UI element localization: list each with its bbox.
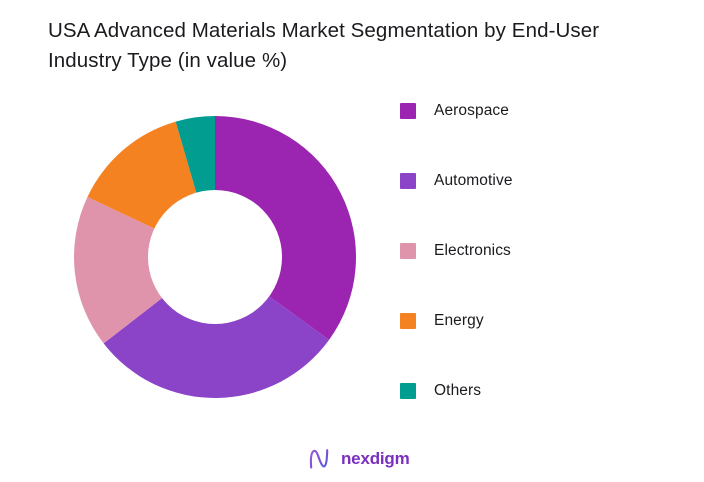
- legend-swatch-icon: [400, 313, 416, 329]
- legend-item[interactable]: Aerospace: [400, 100, 610, 122]
- brand-logo: nexdigm: [308, 446, 410, 472]
- page-title: USA Advanced Materials Market Segmentati…: [48, 19, 600, 72]
- legend-swatch-icon: [400, 243, 416, 259]
- legend-swatch-icon: [400, 173, 416, 189]
- donut-slice[interactable]: [74, 196, 215, 344]
- legend-item-label: Energy: [434, 312, 484, 329]
- nexdigm-n-logo-icon: [309, 449, 329, 470]
- legend-item-label: Others: [434, 382, 482, 399]
- donut-hole: [148, 190, 282, 324]
- legend-item[interactable]: Others: [400, 380, 610, 402]
- donut-slice[interactable]: [103, 257, 330, 398]
- legend-swatch-icon: [400, 383, 416, 399]
- legend-item-label: Automotive: [434, 172, 513, 189]
- legend-item-label: Electronics: [434, 242, 511, 259]
- legend-item[interactable]: Energy: [400, 310, 610, 332]
- brand-name: nexdigm: [341, 449, 410, 468]
- donut-chart-svg: [74, 116, 356, 398]
- donut-slice[interactable]: [215, 116, 356, 340]
- legend-item[interactable]: Electronics: [400, 240, 610, 262]
- donut-chart: [74, 116, 356, 398]
- legend: Aerospace Automotive Electronics Energy Othe…: [400, 100, 610, 402]
- legend-item[interactable]: Automotive: [400, 170, 610, 192]
- legend-swatch-icon: [400, 103, 416, 119]
- legend-item-label: Aerospace: [434, 102, 510, 119]
